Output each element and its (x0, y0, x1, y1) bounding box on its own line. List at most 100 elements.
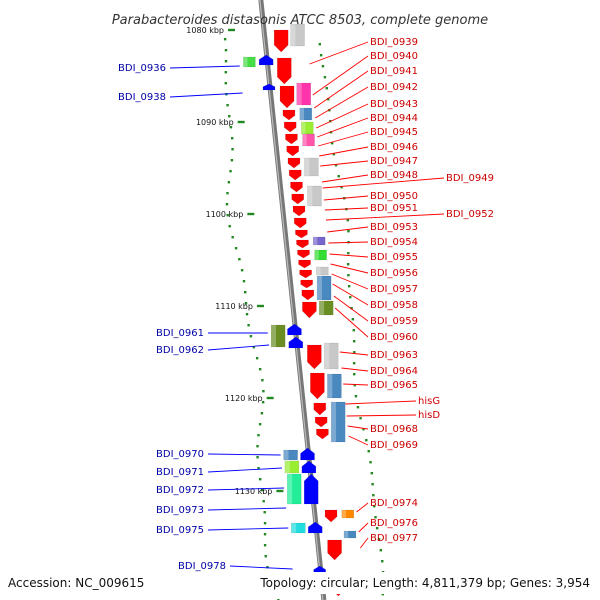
gene-box (243, 56, 256, 68)
leader-line (341, 367, 369, 372)
forward-gene-arrow (298, 259, 311, 269)
gc-skew-dot (258, 423, 262, 426)
gc-skew-dot (381, 593, 385, 596)
forward-gene-arrow (297, 249, 310, 259)
leader-line (327, 226, 369, 233)
gc-skew-dot (351, 318, 355, 321)
gc-skew-dot (261, 401, 265, 404)
gene-label-forward: BDI_0942 (370, 82, 418, 93)
leader-line (229, 565, 293, 570)
gene-box (284, 460, 300, 474)
gc-skew-dot (350, 307, 353, 310)
gc-skew-dot (262, 500, 265, 503)
gc-skew-dot (224, 71, 228, 74)
map-title: Parabacteroides distasonis ATCC 8503, co… (112, 13, 488, 28)
gene-box-shine (284, 461, 290, 473)
gc-skew-dot (240, 269, 244, 272)
gc-skew-dot (229, 170, 232, 173)
forward-gene-arrow (313, 402, 327, 416)
forward-gene-arrow (286, 145, 300, 157)
gene-label-reverse: BDI_0973 (156, 505, 204, 516)
forward-gene-arrow (324, 509, 338, 523)
gc-skew-dot (261, 379, 264, 382)
forward-gene-arrow (295, 229, 308, 239)
leader-line (348, 435, 369, 446)
gene-label-forward: BDI_0953 (370, 222, 418, 233)
gc-skew-dot (353, 340, 356, 343)
gc-skew-dot (325, 87, 328, 90)
leader-line (333, 295, 369, 322)
leader-line (322, 177, 445, 189)
gc-skew-dot (373, 505, 376, 508)
gene-box-shine (271, 325, 277, 347)
gc-skew-dot (356, 406, 360, 409)
gene-label-forward: hisG (418, 396, 440, 407)
gene-label-forward: BDI_0946 (370, 142, 418, 153)
gc-skew-dot (258, 368, 262, 371)
gene-box (316, 275, 332, 301)
gc-skew-dot (352, 373, 356, 376)
forward-gene-arrow (302, 301, 317, 319)
gene-box (299, 107, 313, 121)
leader-line (313, 70, 369, 109)
gene-label-forward: BDI_0954 (370, 237, 418, 248)
gene-box (323, 342, 339, 370)
gc-skew-dot (252, 346, 256, 349)
leader-line (319, 146, 369, 157)
topology-background (258, 574, 594, 592)
gene-label-forward: BDI_0949 (446, 173, 494, 184)
forward-gene-arrow (285, 133, 298, 145)
gene-box-shine (291, 523, 297, 533)
leader-line (207, 487, 285, 491)
gc-skew-dot (249, 335, 253, 338)
kbp-tick-label: 1110 kbp (215, 302, 253, 311)
gc-skew-dot (228, 225, 231, 228)
reverse-gene-arrow (300, 447, 315, 461)
gc-skew-dot (346, 263, 350, 266)
gene-label-reverse: BDI_0970 (156, 449, 204, 460)
reverse-gene-arrow (288, 336, 304, 349)
leader-line (316, 103, 369, 129)
gene-box (296, 82, 312, 106)
gc-skew-dot (245, 313, 249, 316)
gc-skew-dot (264, 555, 267, 558)
gc-skew-dot (332, 153, 336, 156)
reverse-gene-arrow (303, 473, 319, 505)
gene-label-forward: BDI_0941 (370, 66, 418, 77)
leader-line (169, 92, 243, 98)
leader-line (358, 522, 369, 533)
gene-label-reverse: BDI_0961 (156, 328, 204, 339)
gene-box-shine (243, 57, 248, 67)
forward-gene-arrow (273, 29, 289, 53)
gene-label-forward: BDI_0960 (370, 332, 418, 343)
gc-skew-dot (223, 38, 227, 41)
gene-box (283, 449, 298, 461)
leader-line (347, 425, 369, 430)
gc-skew-dot (226, 214, 229, 217)
leader-line (318, 131, 369, 147)
gene-label-reverse: BDI_0938 (118, 92, 166, 103)
gene-label-forward: BDI_0951 (370, 203, 418, 214)
leader-line (207, 467, 283, 473)
gene-box (286, 473, 302, 505)
gene-box (343, 530, 357, 539)
gc-skew-dot (256, 445, 259, 448)
gc-skew-dot (224, 49, 228, 52)
gene-label-forward: BDI_0947 (370, 156, 418, 167)
gc-skew-dot (354, 395, 358, 398)
gc-skew-dot (340, 186, 343, 189)
gc-skew-dot (347, 252, 350, 255)
gc-skew-dot (257, 467, 260, 470)
forward-gene-arrow (291, 193, 305, 205)
leader-line (331, 273, 369, 290)
leader-line (325, 213, 445, 221)
gene-box-shine (287, 474, 293, 504)
reverse-gene-arrow (307, 521, 323, 534)
accession-text: Accession: NC_009615 (8, 576, 144, 590)
gc-skew-dot (349, 296, 352, 299)
leader-line (356, 502, 369, 513)
gc-skew-dot (224, 82, 228, 85)
gene-box-shine (341, 510, 347, 518)
gene-box-shine (304, 158, 310, 176)
